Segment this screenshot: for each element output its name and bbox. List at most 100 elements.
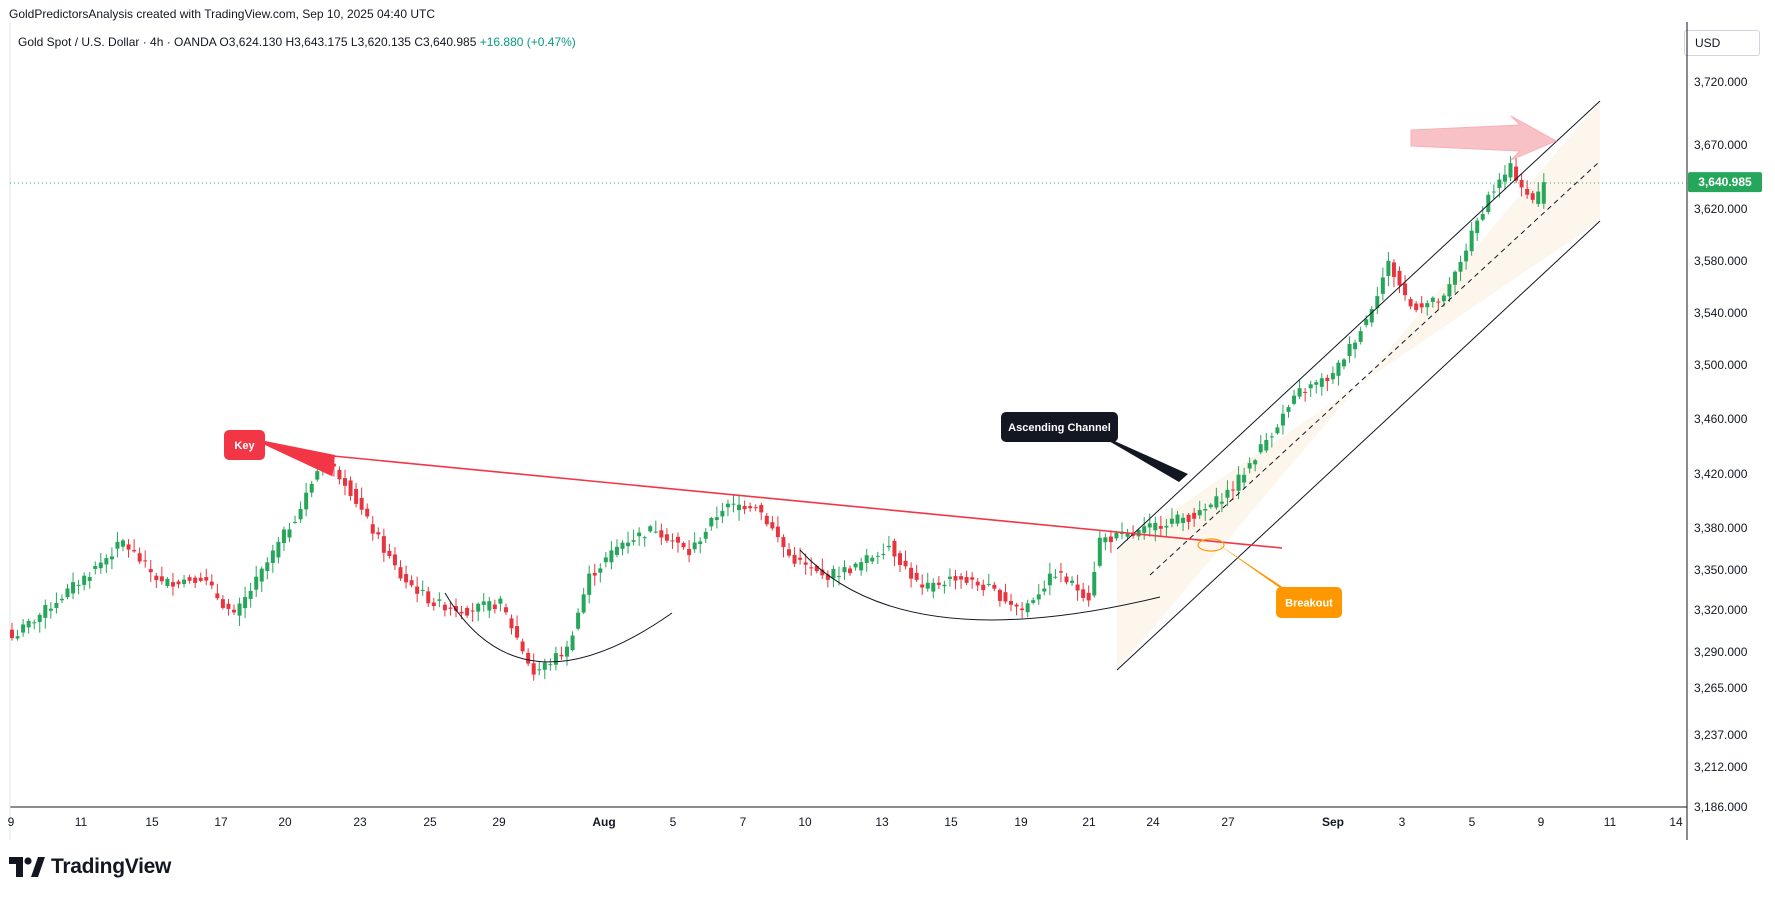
candle-body [1197,510,1202,516]
candle [304,482,309,517]
candle-body [148,569,153,573]
candle [442,601,447,617]
candle [1308,380,1313,397]
candle [281,526,286,552]
candle [1519,173,1524,197]
candle [1208,502,1213,509]
candle [875,551,880,565]
candle [764,512,769,527]
price-tick-label: 3,290.000 [1694,645,1748,659]
candle-body [1386,260,1391,276]
candle [1458,255,1463,282]
candle-body [981,584,986,591]
candle [1280,404,1285,435]
candle-body [1369,309,1374,323]
candle [997,588,1002,607]
candle-body [1358,331,1363,342]
candle-body [714,517,719,520]
candle [1020,602,1025,619]
time-tick-label: 11 [75,815,88,829]
candle [143,550,148,568]
candle-body [254,576,259,590]
candle [1064,573,1069,585]
breakout-label[interactable]: Breakout [1215,542,1342,618]
candle-body [1186,514,1191,522]
candle-body [1336,362,1341,376]
candle [1142,517,1147,540]
candle [1258,435,1263,455]
candle [770,516,775,531]
candle-body [209,581,214,586]
candle [359,487,364,515]
candle-body [731,503,736,505]
candle [1214,487,1219,510]
time-tick-label: Sep [1322,815,1344,829]
candle-body [531,663,536,675]
candle [1380,267,1385,301]
candle-body [992,584,997,589]
annotation-layer[interactable]: Key Ascending Channel Breakout [10,100,1687,671]
candle-body [753,507,758,509]
candle [1164,519,1169,537]
candle [592,563,597,586]
candle-body [1519,180,1524,188]
low-value: 3,620.135 [357,35,411,49]
symbol-legend: Gold Spot / U.S. Dollar · 4h · OANDA O3,… [18,35,576,49]
candle [1325,374,1330,392]
candle-body [159,576,164,582]
candle [487,596,492,618]
candle [137,547,142,564]
candle [259,566,264,593]
chart-credit: GoldPredictorsAnalysis created with Trad… [9,7,435,21]
candle [720,502,725,524]
tradingview-wordmark: TradingView [51,855,172,878]
candle-body [581,594,586,613]
candle-body [870,557,875,562]
high-value: 3,643.175 [294,35,348,49]
time-tick-label: 7 [740,815,747,829]
candle [898,550,902,573]
candle-body [71,582,76,594]
candle [903,550,908,570]
key-label-text: Key [234,440,255,452]
currency-selector[interactable]: USD [1684,30,1760,56]
candle-body [337,469,342,480]
tradingview-logo-icon [9,857,45,877]
candle [526,648,531,667]
candle [426,586,431,607]
candle-body [1458,261,1463,272]
candle [1297,379,1302,400]
candle [1491,184,1496,200]
candle [121,538,125,552]
time-axis[interactable]: 9 11 15 17 20 23 25 29 Aug 5 7 10 13 15 19 21 24 27 Sep 3 5 9… [8,815,1683,829]
candle [1397,266,1402,294]
price-chart[interactable]: Key Ascending Channel Breakout 3,720.0003,… [0,0,1775,840]
candle-body [237,603,242,616]
candle-body [1536,191,1541,204]
candle-body [370,524,375,534]
ascending-channel-label-text: Ascending Channel [1008,422,1111,434]
candle [1375,287,1380,315]
high-label: H [285,35,295,49]
tradingview-logo[interactable]: TradingView [9,855,171,879]
key-label[interactable]: Key [224,430,335,477]
candle [1541,173,1546,209]
candle-body [232,609,236,613]
candle-body [1164,525,1169,528]
candle-body [853,563,858,568]
candle-body [1169,518,1174,524]
candle [71,572,76,600]
candle-body [43,604,48,618]
candle-body [1342,359,1346,367]
candle [165,577,170,589]
ascending-channel-label[interactable]: Ascending Channel [1001,412,1188,482]
candle-body [553,653,558,665]
price-tick-label: 3,620.000 [1694,202,1748,216]
candle [1186,512,1191,530]
candle-body [1475,220,1480,234]
candle-body [498,598,503,604]
candle-body [1541,182,1546,204]
price-axis[interactable]: 3,720.000 3,670.000 3,620.000 3,580.000 3,54… [1688,75,1762,814]
candle-body [48,608,53,611]
candle [559,646,564,660]
